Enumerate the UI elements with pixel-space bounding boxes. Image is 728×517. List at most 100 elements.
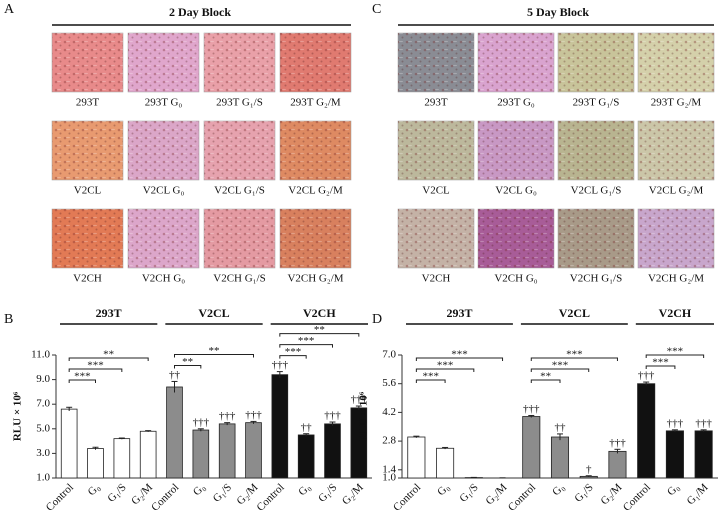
micrograph-texture	[280, 209, 351, 268]
dagger-label: ††	[169, 369, 181, 381]
bar	[665, 430, 684, 479]
y-tick-label: 4.2	[382, 406, 396, 418]
significance-label: **	[182, 356, 193, 368]
image-caption: V2CL G₁/S	[214, 185, 265, 197]
bar	[245, 422, 262, 479]
bar	[436, 447, 455, 479]
bar	[550, 436, 570, 479]
image-caption: V2CL G₀	[143, 185, 185, 197]
micrograph-texture	[638, 121, 714, 180]
group-label: V2CH	[659, 306, 692, 320]
x-tick-label: Control	[621, 481, 653, 513]
micrograph-texture	[638, 33, 714, 92]
y-tick-label: 1.0	[36, 472, 50, 484]
y-tick-label: 11.0	[31, 349, 50, 361]
micrograph-texture	[478, 209, 554, 268]
dagger-label: †††	[193, 416, 210, 428]
x-tick-label: G₁/S	[572, 481, 595, 504]
group-label: 293T	[96, 306, 122, 320]
bar	[139, 430, 157, 479]
significance-label: ***	[422, 371, 439, 383]
micrograph-texture	[398, 209, 474, 268]
image-caption: 293T G₀	[145, 97, 183, 109]
significance-label: **	[540, 371, 551, 383]
y-tick-label: 1.0	[382, 472, 396, 484]
x-tick-label: G₀	[665, 481, 682, 498]
significance-bracket	[68, 368, 123, 372]
image-caption: V2CH G₁/S	[213, 273, 265, 285]
dagger-label: †††	[219, 410, 236, 422]
dagger-label: †††	[523, 403, 540, 415]
x-tick-label: G₂/M	[340, 481, 366, 507]
y-tick-label: 5.6	[382, 377, 396, 389]
x-tick-label: Control	[506, 481, 538, 513]
dagger-label: †††	[638, 370, 655, 382]
y-tick-label: 9.0	[36, 373, 50, 385]
x-tick-label: Control	[391, 481, 423, 513]
micrograph-texture	[280, 33, 351, 92]
group-label: V2CL	[198, 306, 229, 320]
micrograph-texture	[204, 33, 275, 92]
x-tick-label: Control	[149, 481, 181, 513]
x-tick-label: G₀	[435, 481, 452, 498]
y-tick-label: 7.0	[36, 398, 50, 410]
significance-bracket	[645, 354, 705, 359]
micrograph-texture	[204, 121, 275, 180]
bar	[297, 434, 315, 479]
micrograph-texture	[204, 209, 275, 268]
y-tick-label: 7.0	[382, 349, 396, 361]
image-caption: V2CH G₁/S	[570, 273, 622, 285]
x-tick-label: G₂/M	[598, 481, 624, 507]
significance-bracket	[68, 379, 96, 383]
x-tick-label: G₂/M	[484, 481, 510, 507]
micrograph-texture	[398, 33, 474, 92]
significance-label: ***	[667, 346, 684, 358]
significance-label: ***	[451, 349, 468, 361]
bar	[608, 450, 627, 479]
image-caption: V2CH G₀	[142, 273, 185, 285]
x-tick-label: G₁/S	[457, 481, 480, 504]
group-label: V2CH	[303, 306, 336, 320]
significance-label: ***	[552, 360, 569, 372]
significance-label: **	[314, 324, 325, 336]
group-label: V2CL	[559, 306, 590, 320]
significance-label: ***	[285, 346, 302, 358]
y-axis-label: RLU × 10⁶	[358, 391, 370, 441]
micrograph-texture	[52, 121, 123, 180]
dagger-label: †	[586, 463, 592, 475]
dagger-label: †††	[609, 437, 626, 449]
significance-label: ***	[298, 335, 315, 347]
bar	[60, 408, 78, 479]
dagger-label: ††	[555, 421, 567, 433]
bar	[522, 416, 541, 479]
micrograph-texture	[128, 121, 199, 180]
bar	[192, 429, 210, 479]
x-tick-label: G₁/S	[316, 481, 339, 504]
micrograph-texture	[558, 121, 634, 180]
y-tick-label: 1.4	[382, 463, 396, 475]
x-tick-label: G₁/S	[211, 481, 234, 504]
significance-bracket	[530, 379, 561, 383]
bar	[324, 423, 341, 479]
panel-label: D	[372, 312, 382, 327]
significance-label: ***	[652, 357, 669, 369]
panel-label: B	[4, 312, 13, 327]
image-caption: V2CL G₀	[495, 185, 537, 197]
significance-bracket	[415, 368, 475, 372]
x-tick-label: G₁/S	[105, 481, 128, 504]
y-tick-label: 2.8	[382, 435, 396, 447]
bar	[87, 448, 104, 479]
significance-bracket	[68, 357, 149, 361]
significance-bracket	[530, 357, 618, 361]
group-label: 293T	[446, 306, 472, 320]
bar	[113, 438, 131, 479]
micrograph-texture	[558, 209, 634, 268]
micrograph-texture	[558, 33, 634, 92]
image-caption: 293T	[76, 97, 100, 109]
bar	[694, 430, 713, 479]
micrograph-texture	[128, 209, 199, 268]
image-caption: V2CL G₂/M	[649, 185, 704, 197]
y-axis-label: RLU × 10⁶	[12, 391, 24, 441]
significance-label: ***	[87, 360, 104, 372]
y-tick-label: 5.0	[36, 422, 50, 434]
